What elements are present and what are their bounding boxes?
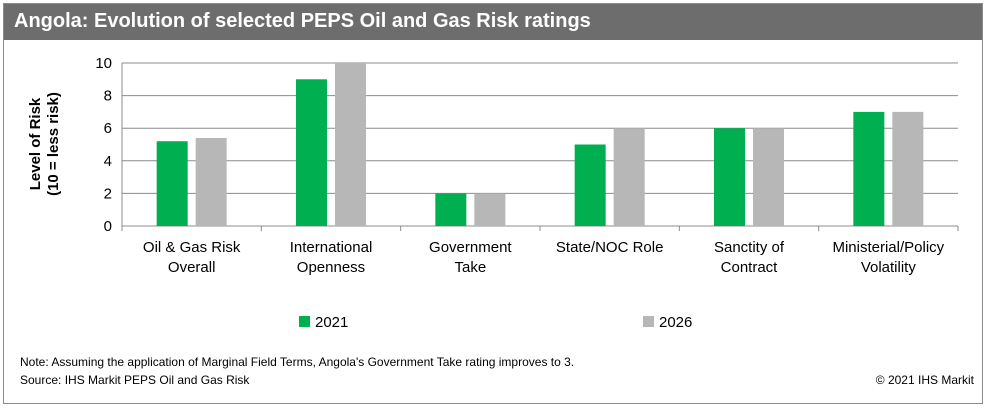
- legend-swatch: [299, 316, 310, 327]
- legend-label: 2021: [315, 314, 348, 331]
- x-tick-label: Volatility: [861, 259, 917, 276]
- bar-2021: [296, 79, 327, 226]
- x-tick-label: Take: [454, 259, 486, 276]
- bar-2021: [574, 144, 606, 226]
- y-tick-label: 8: [104, 88, 112, 105]
- x-tick-label: Oil & Gas Risk: [143, 239, 241, 256]
- y-tick-label: 10: [95, 55, 112, 72]
- bar-2021: [853, 111, 885, 226]
- x-tick-label: International: [290, 239, 373, 256]
- bar-2026: [474, 193, 506, 226]
- y-tick-label: 2: [104, 185, 112, 202]
- bar-2021: [435, 193, 467, 226]
- x-tick-label: State/NOC Role: [556, 239, 664, 256]
- x-tick-label: Openness: [297, 259, 365, 276]
- bar-2021: [156, 141, 188, 226]
- x-tick-label: Sanctity of: [714, 239, 785, 256]
- chart-title: Angola: Evolution of selected PEPS Oil a…: [14, 10, 591, 32]
- x-tick-label: Contract: [721, 259, 779, 276]
- legend-label: 2026: [659, 314, 692, 331]
- x-tick-label: Overall: [168, 259, 216, 276]
- chart-source: Source: IHS Markit PEPS Oil and Gas Risk: [20, 373, 250, 387]
- bar-2026: [195, 137, 227, 226]
- bar-2021: [714, 128, 745, 226]
- legend-swatch: [643, 316, 654, 327]
- x-tick-label: Government: [429, 239, 512, 256]
- bar-2026: [613, 128, 645, 226]
- y-tick-label: 0: [104, 218, 112, 235]
- bar-2026: [335, 63, 366, 226]
- y-axis-title: Level of Risk: [27, 97, 44, 190]
- chart-note: Note: Assuming the application of Margin…: [20, 355, 575, 369]
- y-tick-label: 4: [104, 153, 112, 170]
- bar-2026: [753, 128, 784, 226]
- copyright: © 2021 IHS Markit: [875, 373, 974, 387]
- bar-2026: [892, 111, 924, 226]
- y-axis-title: (10 = less risk): [45, 92, 62, 196]
- y-tick-label: 6: [104, 120, 112, 137]
- x-tick-label: Ministerial/Policy: [832, 239, 944, 256]
- title-bar: Angola: Evolution of selected PEPS Oil a…: [4, 4, 982, 40]
